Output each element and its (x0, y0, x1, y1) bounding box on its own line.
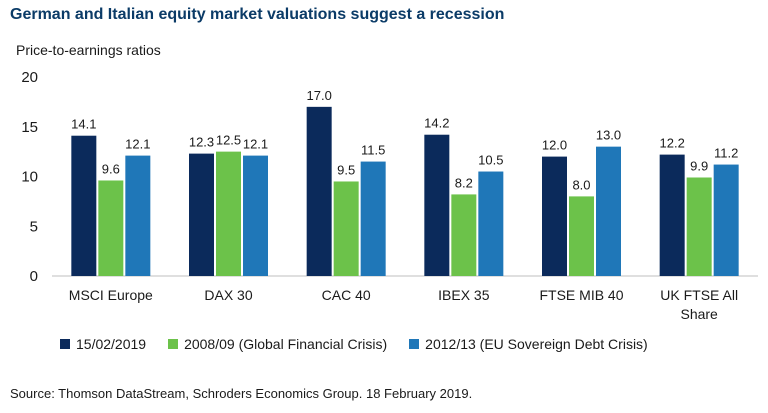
legend: 15/02/2019 2008/09 (Global Financial Cris… (60, 336, 648, 352)
bar (360, 161, 386, 276)
y-tick-label: 0 (30, 268, 38, 285)
x-tick-label: IBEX 35 (438, 287, 490, 303)
legend-label: 2008/09 (Global Financial Crisis) (184, 336, 388, 352)
y-tick-label: 5 (30, 218, 38, 235)
bar (125, 155, 151, 276)
legend-item: 15/02/2019 (60, 336, 146, 352)
data-label: 12.1 (243, 137, 268, 152)
data-label: 9.5 (337, 162, 355, 177)
bar (596, 146, 621, 276)
legend-swatch (168, 339, 179, 349)
bar (542, 156, 567, 276)
data-label: 17.0 (307, 88, 332, 103)
legend-label: 2012/13 (EU Sovereign Debt Crisis) (425, 336, 648, 352)
legend-item: 2008/09 (Global Financial Crisis) (168, 336, 387, 352)
y-tick-label: 10 (21, 169, 38, 186)
data-label: 8.2 (455, 175, 473, 190)
bar (686, 177, 712, 276)
legend-swatch (60, 339, 70, 349)
x-tick-label: DAX 30 (204, 287, 252, 303)
source-note: Source: Thomson DataStream, Schroders Ec… (10, 386, 473, 401)
bar (243, 155, 268, 276)
data-label: 12.3 (189, 135, 214, 150)
x-tick-label: MSCI Europe (69, 287, 153, 303)
x-tick-label: CAC 40 (322, 287, 371, 303)
bar (216, 151, 241, 276)
legend-item: 2012/13 (EU Sovereign Debt Crisis) (409, 336, 648, 352)
data-label: 8.0 (572, 177, 590, 192)
data-label: 12.1 (125, 137, 150, 152)
bar (569, 196, 594, 276)
data-label: 10.5 (478, 153, 503, 168)
x-tick-label: UK FTSE All (660, 287, 738, 303)
y-axis-label: Price-to-earnings ratios (16, 42, 161, 58)
bar (713, 164, 739, 276)
data-label: 9.9 (690, 158, 708, 173)
bar (478, 171, 504, 276)
legend-swatch (409, 339, 420, 349)
data-label: 14.1 (71, 117, 96, 132)
y-tick-label: 15 (21, 119, 38, 136)
data-label: 14.2 (424, 116, 449, 131)
data-label: 11.2 (714, 146, 738, 161)
data-label: 12.2 (660, 136, 685, 151)
bar (306, 106, 332, 276)
data-label: 13.0 (596, 128, 621, 143)
legend-label: 15/02/2019 (76, 336, 147, 352)
data-label: 9.6 (102, 161, 120, 176)
data-label: 11.5 (361, 143, 385, 158)
data-label: 12.0 (542, 138, 567, 153)
y-tick-label: 20 (21, 69, 38, 86)
bar (451, 194, 477, 276)
bar (71, 135, 97, 276)
bar (333, 181, 359, 276)
data-label: 12.5 (216, 133, 241, 148)
bar (98, 180, 124, 276)
bar (659, 154, 685, 276)
x-tick-label: Share (680, 306, 718, 322)
bar (424, 134, 450, 276)
chart-title: German and Italian equity market valuati… (10, 6, 505, 23)
bar (189, 153, 214, 276)
x-tick-label: FTSE MIB 40 (539, 287, 623, 303)
